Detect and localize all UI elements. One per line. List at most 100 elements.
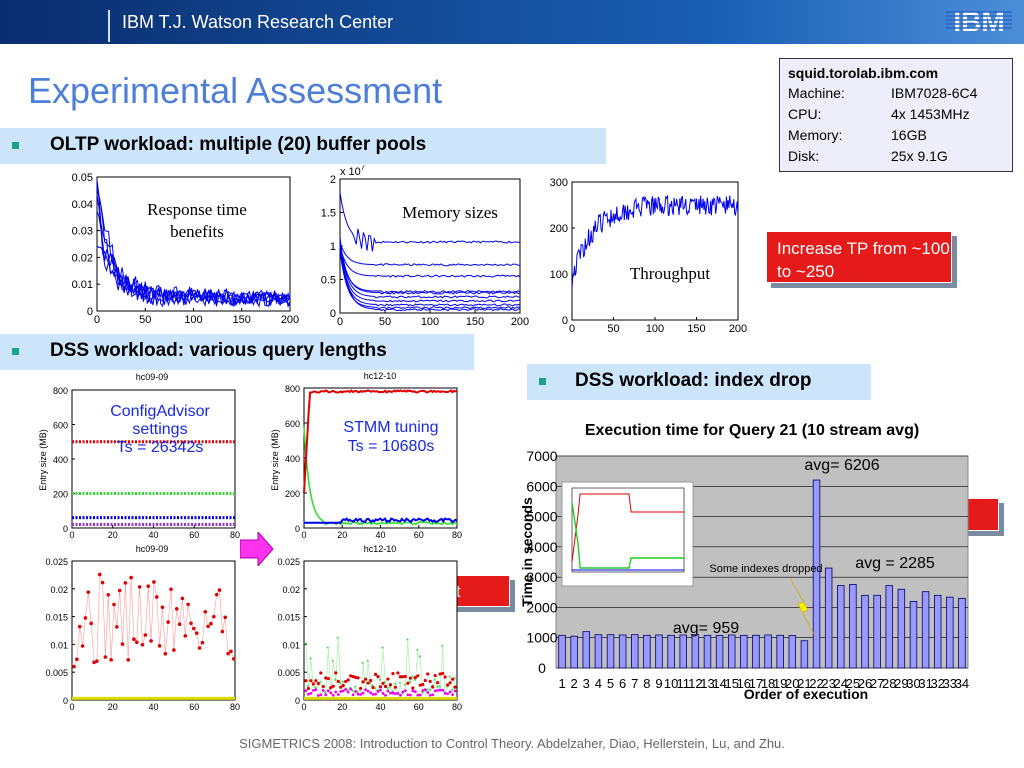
response-point <box>433 673 437 678</box>
response-time-annotation: Response time benefits <box>147 200 247 241</box>
response-point <box>304 679 308 683</box>
response-point <box>396 671 400 675</box>
x-tick-label: 40 <box>148 702 158 712</box>
response-point <box>346 678 350 682</box>
response-point <box>336 679 340 684</box>
bar <box>958 597 966 669</box>
entry-size-series-line <box>303 389 458 494</box>
response-point <box>416 674 420 678</box>
bullet-square-icon <box>12 348 19 355</box>
response-point <box>314 688 318 692</box>
response-point: * <box>329 686 332 695</box>
response-point <box>411 686 415 690</box>
chart-query21-execution-time: Execution time for Query 21 (10 stream a… <box>519 422 969 702</box>
response-point <box>383 684 388 689</box>
bar <box>837 585 845 669</box>
response-point <box>203 609 208 614</box>
response-point <box>339 685 343 689</box>
response-point: * <box>416 648 419 657</box>
x-tick-label: 0 <box>301 702 306 712</box>
response-point: * <box>441 643 444 652</box>
response-point <box>75 657 79 662</box>
x-tick-label: 16 <box>737 676 751 691</box>
response-point <box>431 685 435 689</box>
response-point <box>321 688 325 692</box>
response-point <box>349 674 353 678</box>
x-tick-label: 11 <box>676 676 690 691</box>
x-tick-label: 10 <box>664 676 678 691</box>
x-tick-label: 60 <box>414 530 424 540</box>
response-point <box>331 693 335 697</box>
y-axis-exponent: 7 <box>361 165 366 172</box>
response-point <box>209 621 213 626</box>
response-point: * <box>374 685 377 694</box>
bar <box>800 640 809 669</box>
avg-after-label: avg = 2285 <box>855 555 935 572</box>
response-point <box>189 621 193 626</box>
response-point <box>391 691 395 695</box>
response-point <box>143 633 148 637</box>
bar <box>715 635 724 669</box>
chart-title: hc12-10 <box>364 371 397 381</box>
response-point: * <box>418 654 421 663</box>
response-point: * <box>309 656 312 665</box>
response-point <box>359 686 363 691</box>
memory-size-series-line <box>339 236 521 312</box>
response-point: * <box>401 690 404 699</box>
bar <box>921 591 930 669</box>
response-point: * <box>354 684 357 693</box>
response-point <box>411 689 415 693</box>
response-point <box>423 678 427 683</box>
x-tick-label: 2 <box>571 676 578 691</box>
response-point <box>331 684 335 688</box>
response-point <box>446 683 450 687</box>
y-axis-label: Entry size (MB) <box>270 429 280 491</box>
response-point <box>217 588 222 592</box>
response-point <box>120 642 125 646</box>
response-point <box>443 675 447 679</box>
inset-plot <box>571 487 685 573</box>
x-tick-label: 24 <box>834 676 848 691</box>
response-point <box>220 629 225 634</box>
response-point <box>149 639 153 643</box>
response-point <box>351 674 355 679</box>
response-point <box>376 675 380 679</box>
x-tick-label: 4 <box>595 676 602 691</box>
x-tick-label: 50 <box>379 316 391 328</box>
ibm-logo-text: IBM <box>953 6 1004 37</box>
response-point <box>448 681 452 685</box>
bar <box>909 600 918 669</box>
x-tick-label: 17 <box>749 676 763 691</box>
inset-series-line <box>571 501 684 569</box>
x-tick-label: 32 <box>930 676 944 691</box>
response-point: * <box>351 688 354 697</box>
memory-size-series-line <box>339 192 521 252</box>
response-point <box>361 691 365 695</box>
response-point <box>448 690 452 694</box>
x-tick-label: 20 <box>108 530 118 540</box>
x-tick-label: 50 <box>607 323 619 335</box>
response-point <box>423 688 427 692</box>
right-arrow-icon <box>240 532 274 566</box>
response-point: * <box>408 680 411 689</box>
response-point <box>376 690 380 693</box>
response-point <box>137 585 142 589</box>
x-tick-label: 150 <box>687 323 705 335</box>
chart-title: hc09-09 <box>136 372 169 382</box>
response-point <box>346 690 350 694</box>
bullet-square-icon <box>539 378 546 385</box>
response-point <box>341 689 345 693</box>
response-point <box>123 581 128 585</box>
response-point: * <box>369 681 372 690</box>
response-point <box>341 683 345 688</box>
x-tick-label: 100 <box>184 314 202 326</box>
x-tick-label: 60 <box>414 702 424 712</box>
y-tick-label: 200 <box>550 223 568 235</box>
y-tick-label: 7000 <box>526 448 557 464</box>
avg-first-label: avg= 959 <box>673 620 739 637</box>
inset-series-line <box>571 493 684 563</box>
response-point <box>361 680 365 684</box>
y-tick-label: 2 <box>330 174 336 186</box>
y-tick-label: 0.015 <box>277 613 300 623</box>
y-tick-label: 0.01 <box>50 640 68 650</box>
